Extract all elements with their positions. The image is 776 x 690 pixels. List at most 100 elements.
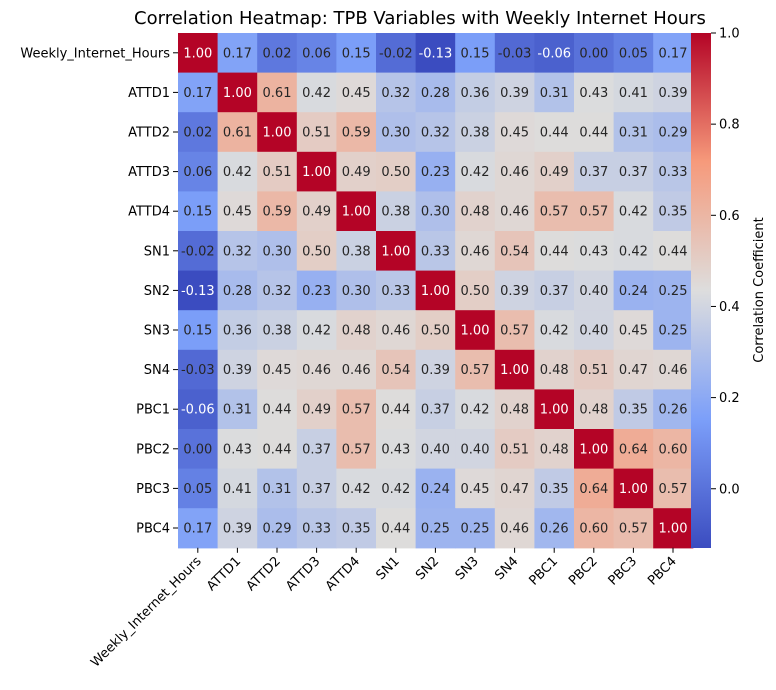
heatmap-cell [178, 310, 219, 351]
heatmap-cell [296, 508, 337, 549]
cell-value-label: 0.46 [500, 522, 529, 537]
cell-value-label: 0.00 [579, 46, 608, 61]
x-tick-label: SN3 [453, 554, 482, 583]
cell-value-label: 0.37 [302, 442, 331, 457]
heatmap-cell [534, 151, 575, 192]
heatmap-cell [574, 151, 615, 192]
cell-value-label: 0.59 [263, 205, 292, 220]
heatmap-cell [376, 349, 417, 390]
cell-value-label: 0.39 [223, 363, 252, 378]
heatmap-cell [415, 231, 456, 272]
heatmap-cell [336, 508, 377, 549]
x-tick-label: PBC2 [566, 554, 601, 589]
cell-value-label: 0.32 [263, 284, 292, 299]
heatmap-cell [257, 72, 298, 113]
cell-value-label: 0.47 [500, 482, 529, 497]
heatmap-cells: 1.00 0.17 0.02 0.06 0.15 -0.02 -0.13 0.15 -0.03-… [178, 33, 694, 549]
heatmap-cell [574, 191, 615, 232]
cell-value-label: 0.44 [263, 403, 292, 418]
cell-value-label: 0.29 [659, 126, 688, 141]
cell-value-label: 0.41 [619, 86, 648, 101]
heatmap-cell [574, 508, 615, 549]
cell-value-label: 0.17 [183, 522, 212, 537]
cell-value-label: 0.06 [302, 46, 331, 61]
cell-value-label: 1.00 [342, 205, 371, 220]
y-tick-label: ATTD2 [128, 126, 170, 141]
cell-value-label: 1.00 [223, 86, 252, 101]
cell-value-label: 0.05 [619, 46, 648, 61]
heatmap-cell [296, 151, 337, 192]
heatmap-cell [455, 33, 496, 74]
cell-value-label: 0.44 [540, 244, 569, 259]
cell-value-label: 0.31 [223, 403, 252, 418]
cell-value-label: 0.45 [342, 86, 371, 101]
cell-value-label: 0.47 [619, 363, 648, 378]
cell-value-label: 0.15 [183, 324, 212, 339]
heatmap-cell [455, 191, 496, 232]
cell-value-label: -0.06 [181, 403, 215, 418]
heatmap-cell [613, 389, 654, 430]
cell-value-label: 0.59 [342, 126, 371, 141]
cell-value-label: 0.48 [500, 403, 529, 418]
cell-value-label: 0.43 [579, 244, 608, 259]
cell-value-label: 0.46 [659, 363, 688, 378]
cell-value-label: 0.48 [540, 363, 569, 378]
cell-value-label: 0.48 [342, 324, 371, 339]
cell-value-label: 0.57 [659, 482, 688, 497]
cell-value-label: 1.00 [263, 126, 292, 141]
cell-value-label: 0.24 [421, 482, 450, 497]
heatmap-cell [336, 310, 377, 351]
cell-value-label: 0.44 [540, 126, 569, 141]
heatmap-cell [613, 310, 654, 351]
cell-value-label: 1.00 [579, 442, 608, 457]
cell-value-label: 0.42 [342, 482, 371, 497]
heatmap-cell [415, 349, 456, 390]
heatmap-cell [653, 151, 694, 192]
cell-value-label: 0.44 [381, 403, 410, 418]
cell-value-label: 1.00 [183, 46, 212, 61]
cell-value-label: 0.46 [500, 165, 529, 180]
cell-value-label: 0.50 [421, 324, 450, 339]
heatmap-cell [336, 349, 377, 390]
cell-value-label: 0.45 [223, 205, 252, 220]
colorbar-tick-label: 0.8 [719, 118, 740, 133]
cell-value-label: 0.46 [342, 363, 371, 378]
cell-value-label: 0.02 [183, 126, 212, 141]
cell-value-label: 0.17 [659, 46, 688, 61]
heatmap-cell [415, 429, 456, 470]
cell-value-label: 0.51 [579, 363, 608, 378]
cell-value-label: 0.44 [659, 244, 688, 259]
cell-value-label: 1.00 [461, 324, 490, 339]
cell-value-label: 0.46 [302, 363, 331, 378]
x-tick-label: ATTD2 [244, 554, 284, 594]
heatmap-cell [376, 468, 417, 509]
heatmap-cell [653, 310, 694, 351]
heatmap-cell [178, 151, 219, 192]
heatmap-cell [653, 270, 694, 311]
heatmap-cell [613, 72, 654, 113]
heatmap-cell [257, 112, 298, 153]
heatmap-cell [415, 151, 456, 192]
heatmap-cell [574, 33, 615, 74]
cell-value-label: 0.42 [223, 165, 252, 180]
heatmap-cell [494, 508, 535, 549]
x-tick-label: ATTD1 [204, 554, 244, 594]
heatmap-cell [336, 72, 377, 113]
cell-value-label: 0.37 [579, 165, 608, 180]
heatmap-cell [455, 429, 496, 470]
y-tick-label: PBC1 [136, 403, 170, 418]
heatmap-cell [178, 429, 219, 470]
cell-value-label: 0.42 [461, 165, 490, 180]
cell-value-label: 0.26 [659, 403, 688, 418]
heatmap-cell [653, 231, 694, 272]
y-tick-label: ATTD1 [128, 86, 170, 101]
cell-value-label: 0.28 [421, 86, 450, 101]
cell-value-label: 0.42 [381, 482, 410, 497]
heatmap-cell [613, 270, 654, 311]
heatmap-cell [653, 72, 694, 113]
heatmap-cell [494, 151, 535, 192]
cell-value-label: 0.33 [302, 522, 331, 537]
colorbar-tick-label: 0.2 [719, 391, 740, 406]
cell-value-label: 0.46 [500, 205, 529, 220]
